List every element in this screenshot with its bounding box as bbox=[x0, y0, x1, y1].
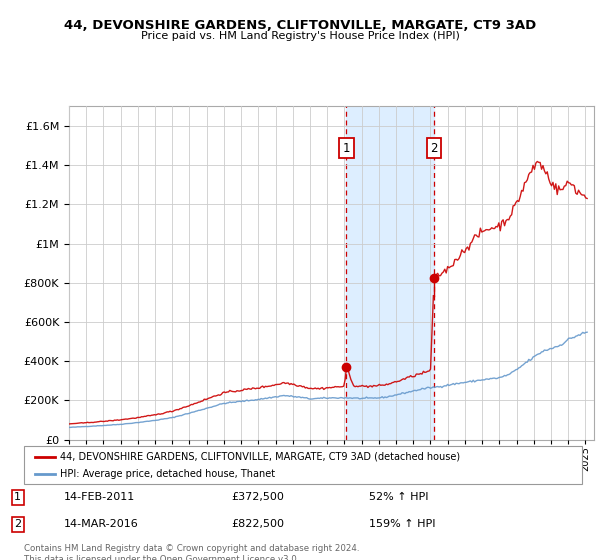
Bar bbox=[346, 106, 434, 440]
Text: Contains HM Land Registry data © Crown copyright and database right 2024.
This d: Contains HM Land Registry data © Crown c… bbox=[24, 544, 359, 560]
Text: 14-FEB-2011: 14-FEB-2011 bbox=[64, 492, 135, 502]
Text: 159% ↑ HPI: 159% ↑ HPI bbox=[369, 519, 436, 529]
Text: 2: 2 bbox=[430, 142, 438, 155]
Text: £822,500: £822,500 bbox=[231, 519, 284, 529]
Text: £372,500: £372,500 bbox=[231, 492, 284, 502]
Text: HPI: Average price, detached house, Thanet: HPI: Average price, detached house, Than… bbox=[60, 469, 275, 479]
Text: 1: 1 bbox=[343, 142, 350, 155]
Text: Price paid vs. HM Land Registry's House Price Index (HPI): Price paid vs. HM Land Registry's House … bbox=[140, 31, 460, 41]
Text: 44, DEVONSHIRE GARDENS, CLIFTONVILLE, MARGATE, CT9 3AD: 44, DEVONSHIRE GARDENS, CLIFTONVILLE, MA… bbox=[64, 19, 536, 32]
Text: 52% ↑ HPI: 52% ↑ HPI bbox=[369, 492, 428, 502]
Text: 2: 2 bbox=[14, 519, 22, 529]
Text: 1: 1 bbox=[14, 492, 21, 502]
Text: 44, DEVONSHIRE GARDENS, CLIFTONVILLE, MARGATE, CT9 3AD (detached house): 44, DEVONSHIRE GARDENS, CLIFTONVILLE, MA… bbox=[60, 451, 460, 461]
Text: 14-MAR-2016: 14-MAR-2016 bbox=[64, 519, 139, 529]
